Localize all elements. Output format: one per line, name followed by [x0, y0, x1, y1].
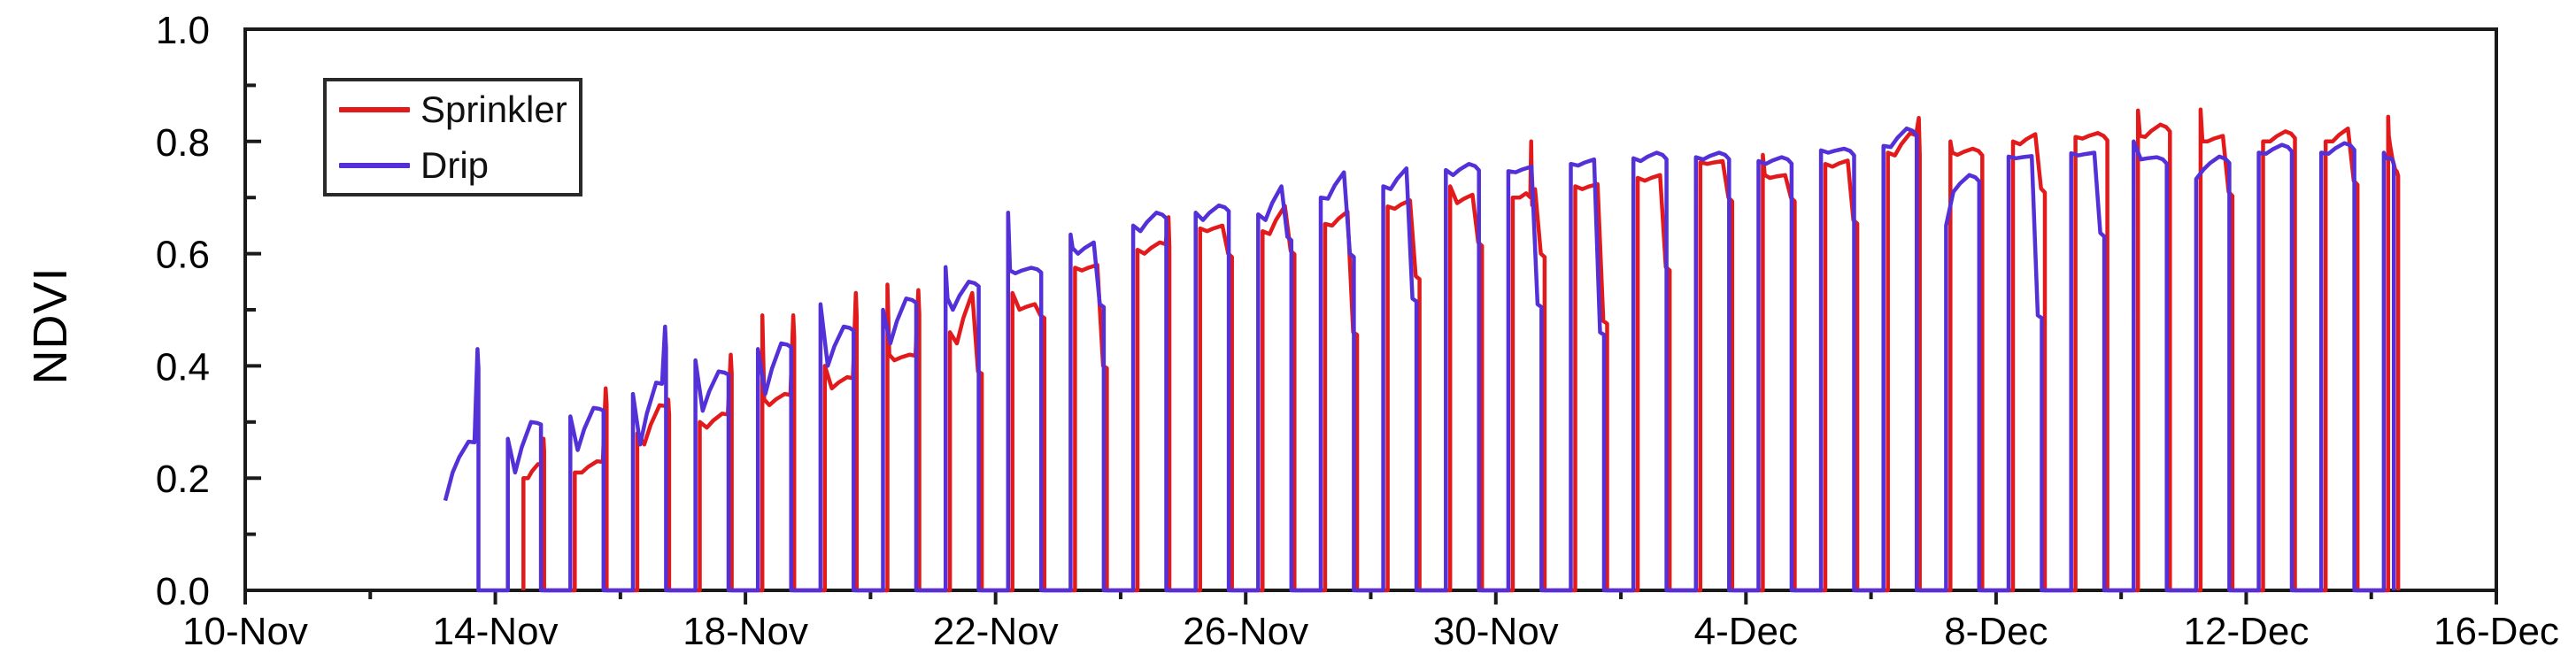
legend-item-sprinkler: Sprinkler: [327, 81, 579, 137]
x-tick-label: 14-Nov: [433, 610, 559, 653]
y-tick-label: 1.0: [156, 9, 210, 52]
x-tick-label: 10-Nov: [182, 610, 308, 653]
x-tick-label: 16-Dec: [2433, 610, 2559, 653]
y-tick-label: 0.6: [156, 234, 210, 277]
x-tick-label: 30-Nov: [1433, 610, 1559, 653]
x-tick-label: 8-Dec: [1944, 610, 2048, 653]
y-axis-title: NDVI: [24, 266, 77, 385]
sprinkler-line-sample: [339, 106, 410, 112]
x-tick-label: 26-Nov: [1183, 610, 1308, 653]
x-tick-label: 4-Dec: [1694, 610, 1798, 653]
legend-item-drip: Drip: [327, 137, 579, 193]
sprinkler-series-line: [521, 107, 2401, 593]
y-tick-label: 0.4: [156, 345, 210, 389]
drip-line-sample: [339, 162, 410, 168]
y-tick-label: 0.8: [156, 121, 210, 165]
x-tick-label: 12-Dec: [2184, 610, 2310, 653]
legend-label-sprinkler: Sprinkler: [420, 88, 567, 130]
legend: Sprinkler Drip: [323, 78, 582, 196]
plot-border: [243, 27, 2498, 592]
y-tick-label: 0.0: [156, 570, 210, 613]
drip-series-line: [443, 126, 2396, 593]
x-tick-label: 18-Nov: [683, 610, 808, 653]
x-tick-label: 22-Nov: [933, 610, 1059, 653]
y-tick-label: 0.2: [156, 458, 210, 501]
legend-label-drip: Drip: [420, 143, 490, 186]
